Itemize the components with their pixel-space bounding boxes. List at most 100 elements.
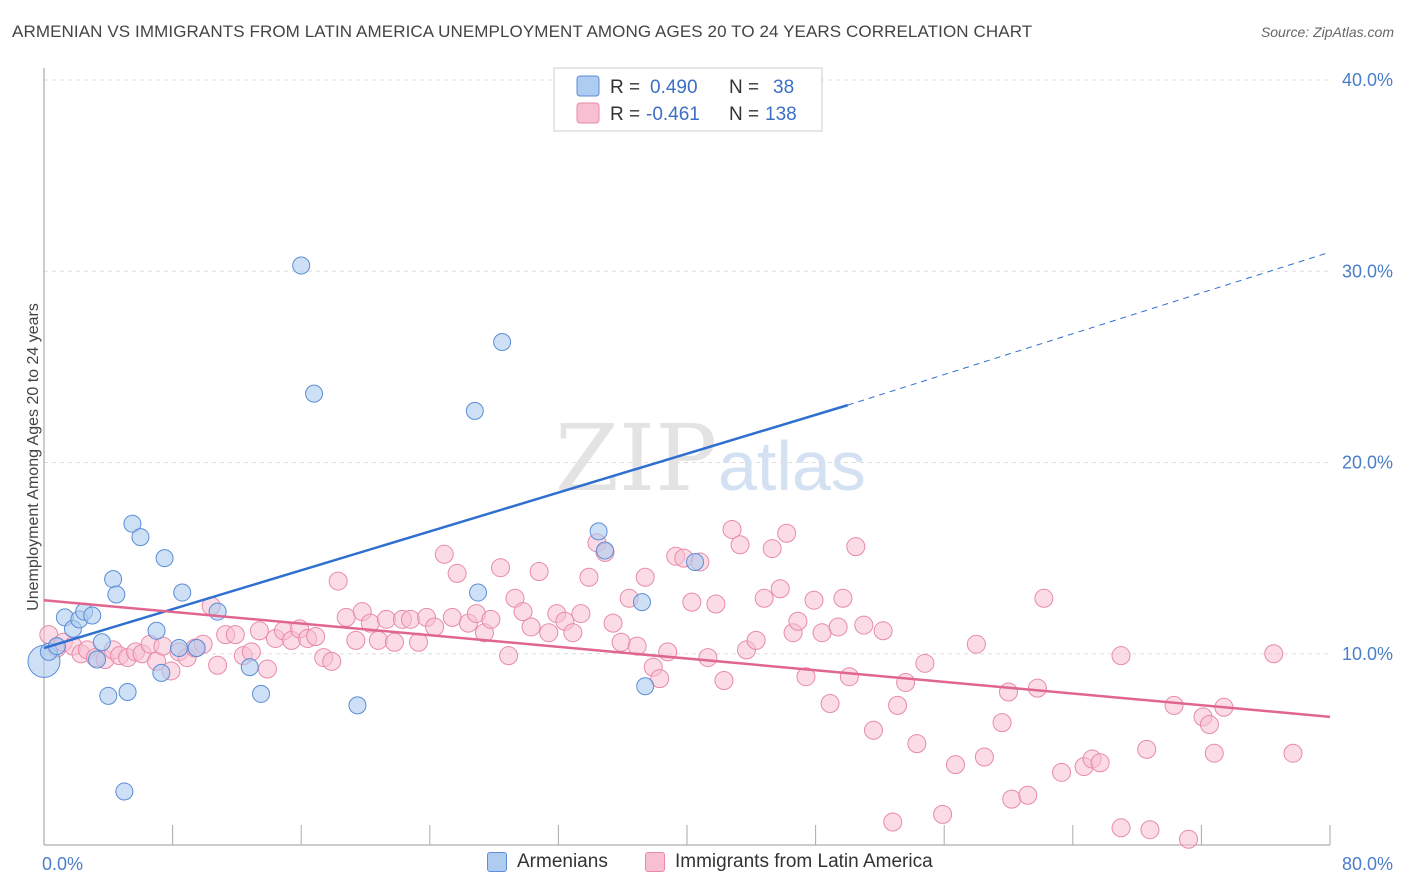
latin-point-93 [777,523,797,543]
legend-item-latin: Immigrants from Latin America [645,851,933,873]
bottom-legend: Armenians Immigrants from Latin America [0,851,1406,877]
armenian-point-19 [173,583,192,602]
armenian-point-30 [469,583,488,602]
latin-point-131 [1179,829,1199,849]
latin-point-26 [241,642,261,662]
y-tick-label-1: 20.0% [1342,453,1393,473]
armenian-point-32 [589,522,608,541]
latin-point-97 [804,590,824,610]
latin-legend-label: Immigrants from Latin America [675,851,933,872]
latin-point-117 [999,682,1018,702]
latin-point-104 [854,615,874,635]
latin-point-24 [225,625,245,645]
armenian-point-14 [118,683,137,701]
latin-point-126 [1111,646,1131,666]
latin-point-38 [336,607,356,627]
latin-point-107 [883,812,903,832]
latin-point-86 [722,519,742,539]
armenian-point-29 [465,401,484,420]
latin-point-36 [322,651,342,671]
latin-point-75 [635,567,655,587]
armenian-point-36 [686,552,705,571]
latin-point-118 [1002,789,1022,809]
watermark-zip: ZIP [555,405,717,512]
latin-point-101 [833,588,853,608]
latin-point-115 [974,747,994,767]
legend-n-value-2: 138 [765,104,797,125]
latin-point-85 [714,671,734,691]
armenians-swatch [487,852,507,872]
armenian-point-27 [305,384,324,403]
latin-point-108 [888,695,908,715]
armenian-point-10 [99,686,118,705]
latin-point-61 [521,617,541,637]
armenian-point-31 [493,333,512,352]
latin-point-63 [539,623,559,643]
latin-point-77 [650,669,670,689]
latin-point-120 [1027,678,1047,698]
latin-point-43 [376,609,396,629]
latin-point-136 [1264,644,1284,664]
armenian-point-8 [88,650,107,669]
armenian-point-21 [170,639,189,658]
armenian-point-13 [115,782,134,801]
legend-swatch-armenians [576,75,600,97]
latin-point-130 [1164,695,1184,715]
legend-swatch-latin [576,102,600,124]
armenian-point-22 [187,639,206,658]
armenian-point-34 [632,593,651,612]
latin-point-137 [1283,743,1303,763]
latin-point-66 [563,623,583,643]
latin-point-95 [788,611,808,631]
y-tick-label-2: 30.0% [1342,261,1393,281]
latin-point-134 [1204,743,1224,763]
latin-point-51 [442,607,462,627]
latin-point-116 [992,713,1012,733]
latin-swatch [645,852,665,872]
latin-point-68 [579,567,599,587]
latin-point-44 [384,632,404,652]
legend-r-value-1: 0.490 [650,77,698,98]
chart-source: Source: ZipAtlas.com [1260,24,1394,40]
armenian-point-17 [147,621,166,640]
latin-point-42 [368,630,388,650]
watermark: ZIP atlas [555,405,866,512]
latin-point-49 [425,617,445,637]
armenian-point-12 [107,585,126,604]
latin-points [39,519,1303,849]
chart-title: ARMENIAN VS IMMIGRANTS FROM LATIN AMERIC… [12,22,1033,41]
latin-point-89 [746,630,766,650]
latin-point-46 [401,609,421,629]
latin-point-71 [603,613,623,633]
latin-point-81 [682,592,702,612]
armenian-points [27,92,753,801]
armenian-point-18 [155,549,174,568]
y-tick-label-3: 40.0% [1342,70,1393,90]
latin-trendline [43,598,1331,719]
armenian-trendline [43,403,849,650]
latin-point-37 [328,571,348,591]
latin-point-62 [529,562,549,582]
latin-point-106 [873,621,893,641]
latin-point-60 [513,602,533,622]
x-tick-max: 80.0% [1342,854,1393,874]
latin-point-119 [1018,785,1038,805]
latin-point-114 [966,634,986,654]
legend-r-value-2: -0.461 [646,104,700,125]
latin-point-100 [828,617,848,637]
latin-point-92 [770,579,790,599]
armenian-point-26 [292,256,311,275]
latin-point-56 [481,609,501,629]
latin-point-105 [863,720,883,740]
latin-point-50 [434,544,454,564]
watermark-atlas: atlas [718,427,866,505]
latin-point-96 [796,667,816,687]
latin-point-87 [730,535,750,555]
latin-point-72 [611,632,631,652]
armenians-legend-label: Armenians [517,851,608,872]
latin-point-103 [846,537,866,557]
legend-item-armenians: Armenians [487,851,608,873]
trendlines [43,251,1331,719]
legend-n-label-1: N = [729,77,759,98]
